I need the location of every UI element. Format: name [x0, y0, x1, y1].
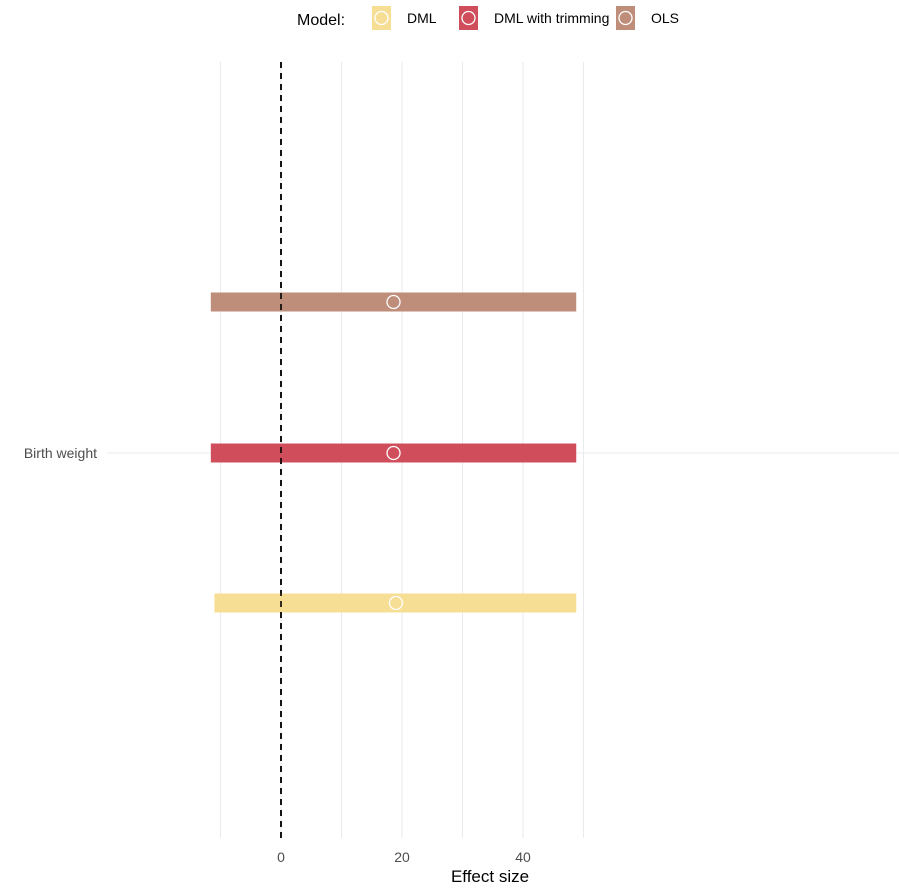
x-axis: 0 20 40 Birth weight — [24, 445, 531, 865]
legend-label: DML with trimming — [494, 10, 609, 26]
legend-key-marker — [618, 10, 633, 26]
legend: Model: DML DML with trimming OLS — [297, 6, 679, 30]
x-axis-title: Effect size — [451, 867, 529, 886]
point-estimates — [386, 294, 404, 611]
point-estimate — [388, 595, 404, 611]
y-tick-label: Birth weight — [24, 445, 97, 461]
legend-key-marker — [461, 10, 476, 26]
legend-label: DML — [407, 10, 437, 26]
x-tick-label: 40 — [515, 849, 531, 865]
legend-title: Model: — [297, 12, 345, 29]
legend-key-marker — [374, 10, 389, 26]
legend-label: OLS — [651, 10, 679, 26]
point-estimate — [386, 445, 401, 461]
x-tick-label: 0 — [277, 849, 285, 865]
x-tick-label: 20 — [394, 849, 410, 865]
point-estimate — [386, 294, 401, 310]
